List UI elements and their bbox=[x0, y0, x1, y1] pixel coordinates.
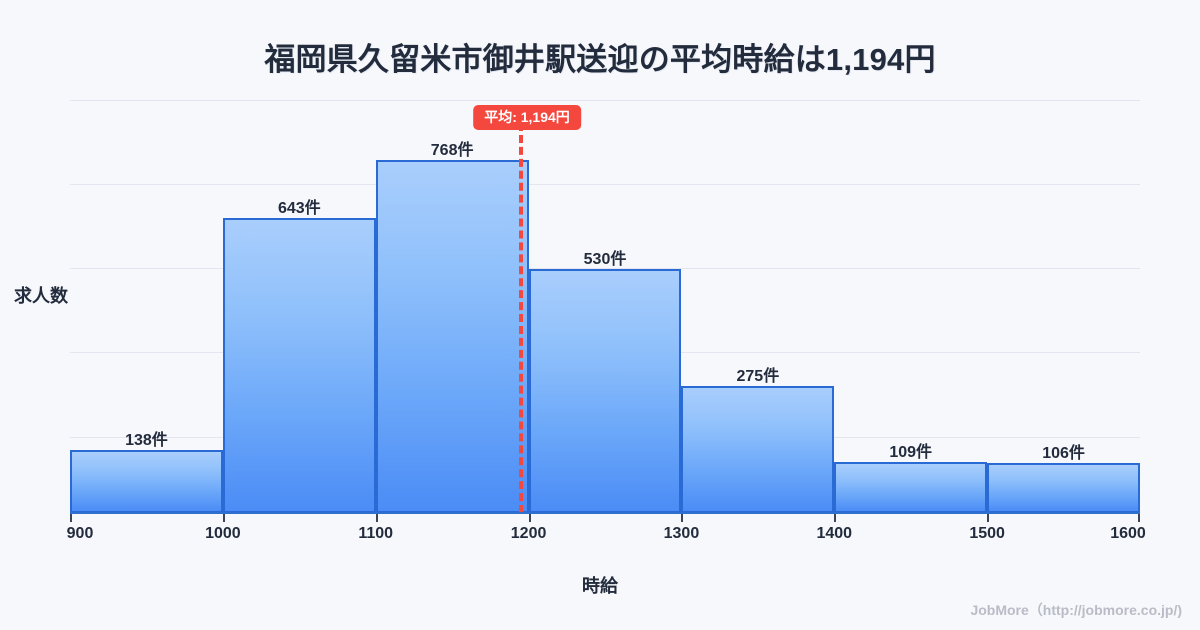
x-tick bbox=[834, 514, 837, 522]
x-tick bbox=[70, 514, 72, 522]
bar-value-label: 530件 bbox=[583, 251, 627, 268]
x-tick-label: 1000 bbox=[205, 525, 241, 542]
bar-1400[interactable] bbox=[834, 462, 988, 513]
bar-1000[interactable] bbox=[222, 218, 376, 513]
x-tick bbox=[681, 514, 684, 522]
bar-1300[interactable] bbox=[681, 386, 835, 513]
x-tick-label: 1100 bbox=[358, 525, 394, 542]
average-line bbox=[519, 123, 524, 513]
x-axis-title: 時給 bbox=[582, 576, 618, 596]
x-tick bbox=[987, 514, 990, 522]
x-axis-line bbox=[70, 512, 1140, 514]
x-tick-label: 1400 bbox=[816, 525, 853, 542]
bar-value-label: 106件 bbox=[1042, 445, 1085, 462]
x-tick bbox=[1138, 514, 1140, 522]
bar-1100[interactable] bbox=[375, 160, 529, 513]
bar-1500[interactable] bbox=[987, 463, 1140, 513]
x-tick bbox=[528, 514, 531, 522]
x-tick-label: 1500 bbox=[969, 525, 1005, 542]
gridline bbox=[70, 100, 1140, 101]
bar-1200[interactable] bbox=[528, 269, 682, 513]
gridline bbox=[70, 184, 1140, 185]
average-badge: 平均: 1,194円 bbox=[473, 105, 581, 131]
bar-value-label: 109件 bbox=[889, 444, 933, 461]
x-tick bbox=[222, 514, 225, 522]
page-title: 福岡県久留米市御井駅送迎の平均時給は1,194円 bbox=[264, 42, 936, 77]
x-tick-label: 1600 bbox=[1110, 525, 1146, 542]
bar-value-label: 768件 bbox=[430, 142, 474, 159]
x-tick-label: 1200 bbox=[510, 525, 547, 542]
footer-credit: JobMore（http://jobmore.co.jp/) bbox=[970, 602, 1182, 618]
plot-area: 138件 643件 768件 530件 275件 109件 106件 900 1… bbox=[67, 90, 1146, 542]
x-tick-label: 1300 bbox=[663, 525, 700, 542]
gridline bbox=[70, 268, 1140, 269]
x-tick bbox=[375, 514, 378, 522]
bar-900[interactable] bbox=[70, 450, 223, 513]
y-axis-title: 求人数 bbox=[14, 286, 68, 306]
x-tick-label: 900 bbox=[66, 525, 94, 542]
bar-value-label: 275件 bbox=[736, 368, 780, 385]
bar-value-label: 138件 bbox=[125, 432, 168, 449]
bar-value-label: 643件 bbox=[277, 200, 321, 217]
